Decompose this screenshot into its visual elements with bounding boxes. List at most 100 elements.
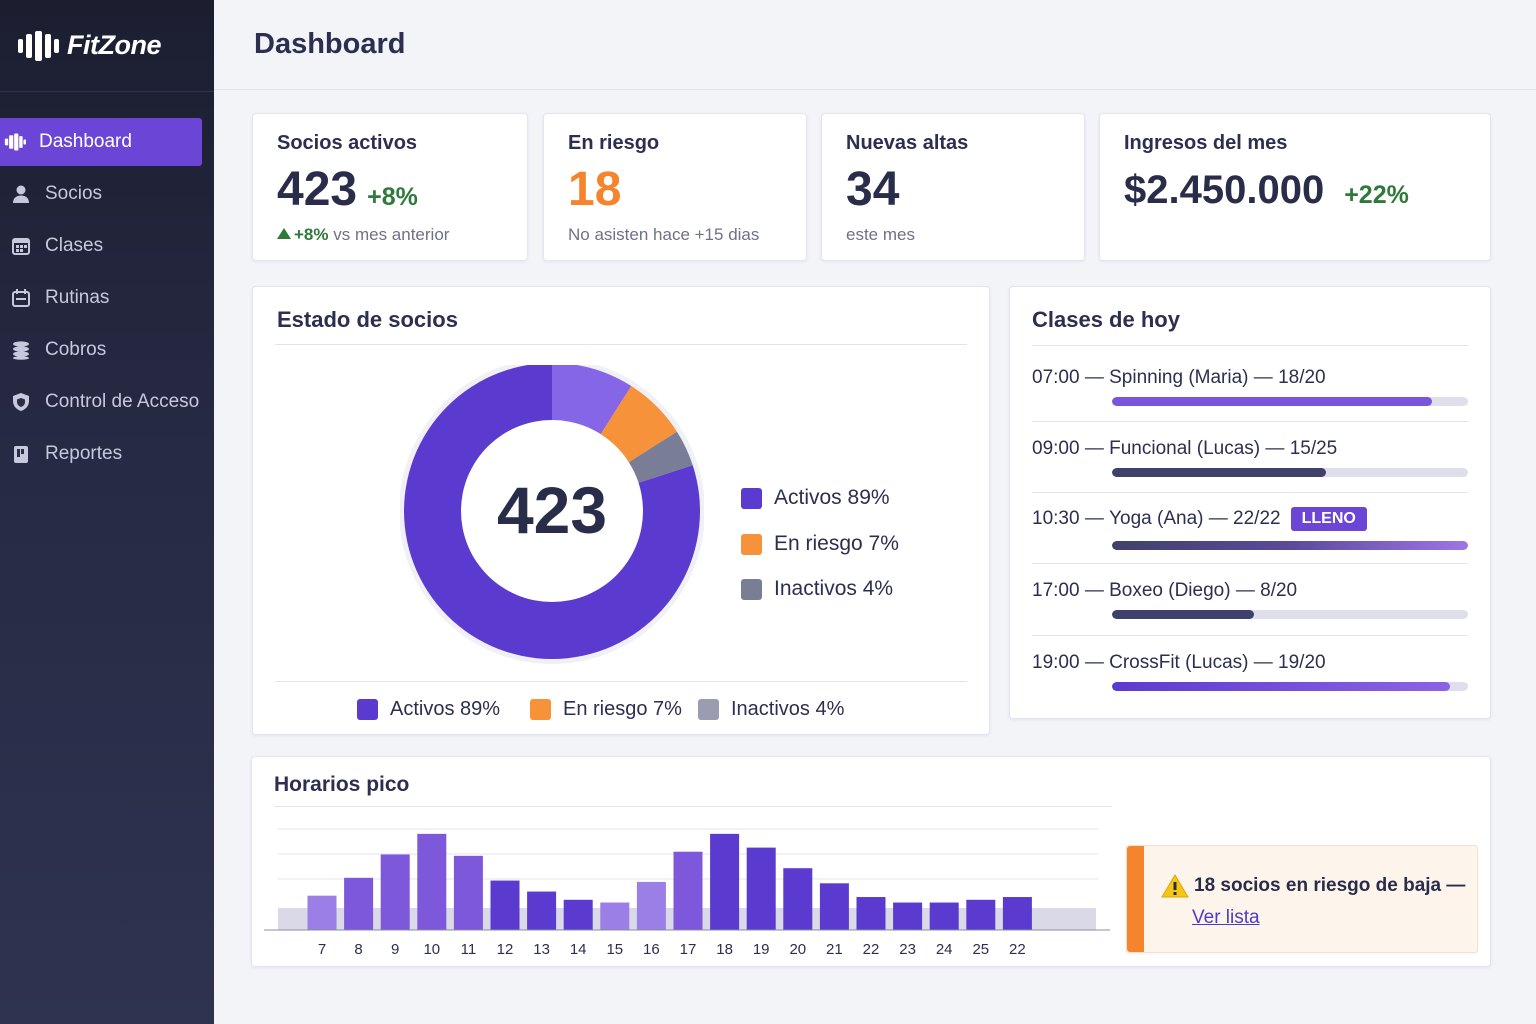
x-tick-label: 7 (318, 941, 326, 958)
app-logo[interactable]: FitZone (0, 0, 214, 92)
kpi-label: Socios activos (277, 132, 418, 154)
risk-alert: 18 socios en riesgo de baja — Ver lista (1126, 845, 1478, 953)
x-tick-label: 16 (643, 941, 660, 958)
class-row[interactable]: 17:00 — Boxeo (Diego) — 8/20 (1032, 580, 1468, 619)
class-row[interactable]: 07:00 — Spinning (Maria) — 18/20 (1032, 367, 1468, 406)
divider (1032, 635, 1468, 636)
card-title: Estado de socios (277, 307, 458, 332)
bar-23-16 (893, 902, 923, 930)
class-row[interactable]: 19:00 — CrossFit (Lucas) — 19/20 (1032, 652, 1468, 691)
bar-22-15 (856, 897, 886, 930)
sidebar-item-dashboard[interactable]: Dashboard (0, 118, 202, 166)
sidebar-item-label: Reportes (45, 443, 123, 464)
class-time: 07:00 (1032, 367, 1080, 388)
kpi-label: Ingresos del mes (1124, 132, 1288, 154)
dumbbell-logo-icon (18, 30, 59, 61)
occupancy-fill (1112, 541, 1468, 550)
class-row[interactable]: 09:00 — Funcional (Lucas) — 15/25 (1032, 438, 1468, 477)
sidebar-item-label: Control de Acceso (45, 391, 200, 412)
bar-22-19 (1002, 897, 1032, 930)
kpi-value: 18 (568, 163, 622, 216)
class-count: 18/20 (1278, 367, 1326, 388)
legend-swatch (741, 487, 762, 509)
occupancy-fill (1112, 610, 1255, 619)
ver-lista-link[interactable]: Ver lista (1192, 907, 1260, 928)
sidebar-item-cobros[interactable]: Cobros (0, 326, 214, 374)
class-time: 10:30 (1032, 508, 1080, 529)
clipboard-icon (10, 287, 32, 309)
bar-24-17 (929, 902, 959, 930)
legend-label: En riesgo 7% (563, 698, 682, 720)
sidebar-item-rutinas[interactable]: Rutinas (0, 274, 214, 322)
legend-swatch (530, 699, 551, 720)
sidebar-item-clases[interactable]: Clases (0, 222, 214, 270)
legend-inactivos: Inactivos 4% (741, 577, 893, 601)
kpi-nuevas-altas[interactable]: Nuevas altas 34 este mes (821, 113, 1085, 261)
bar-19-12 (746, 847, 776, 930)
class-count: 15/25 (1289, 438, 1338, 459)
bar-8-1 (344, 877, 374, 930)
bar-7-0 (307, 895, 337, 930)
warning-icon (1161, 874, 1189, 898)
sidebar-item-socios[interactable]: Socios (0, 170, 214, 218)
occupancy-bar (1112, 397, 1468, 406)
donut-center-value: 423 (497, 473, 607, 547)
class-count: 22/22 (1233, 508, 1281, 529)
class-name: CrossFit (Lucas) (1109, 652, 1249, 673)
bar-9-2 (380, 854, 410, 930)
sidebar-item-label: Rutinas (45, 287, 110, 308)
x-tick-label: 20 (789, 941, 806, 958)
bar-17-10 (673, 851, 703, 930)
x-tick-label: 15 (606, 941, 623, 958)
occupancy-bar (1112, 541, 1468, 550)
x-tick-label: 18 (716, 941, 733, 958)
occupancy-fill (1112, 682, 1451, 691)
x-tick-label: 14 (570, 941, 587, 958)
x-tick-label: 21 (826, 941, 843, 958)
class-count: 19/20 (1278, 652, 1326, 673)
sidebar-item-control-acceso[interactable]: Control de Acceso (0, 378, 214, 426)
kpi-ingresos-mes[interactable]: Ingresos del mes $2.450.000 +22% (1099, 113, 1491, 261)
occupancy-bar (1112, 610, 1468, 619)
class-name: Funcional (Lucas) (1109, 438, 1261, 459)
kpi-sub-delta: +8% (294, 225, 329, 244)
bar-21-14 (819, 883, 849, 930)
x-tick-label: 9 (391, 941, 399, 958)
legend-label: Inactivos 4% (774, 577, 894, 600)
x-tick-label: 23 (899, 941, 916, 958)
class-time: 17:00 (1032, 580, 1080, 601)
legend-bottom-inactivos: Inactivos 4% (698, 698, 844, 721)
class-name: Yoga (Ana) (1109, 508, 1204, 529)
x-tick-label: 17 (680, 941, 697, 958)
kpi-en-riesgo[interactable]: En riesgo 18 No asisten hace +15 dias (543, 113, 807, 261)
legend-activos: Activos 89% (741, 486, 890, 510)
class-time: 09:00 (1032, 438, 1080, 459)
legend-label: Activos 89% (390, 698, 501, 720)
report-icon (10, 443, 32, 465)
kpi-socios-activos[interactable]: Socios activos 423 +8% +8% vs mes anteri… (252, 113, 528, 261)
sidebar-item-reportes[interactable]: Reportes (0, 430, 214, 478)
x-tick-label: 25 (972, 941, 989, 958)
legend-swatch (357, 699, 378, 720)
user-icon (10, 183, 32, 205)
kpi-delta: +22% (1344, 181, 1409, 209)
kpi-sub-text: No asisten hace +15 dias (568, 225, 760, 244)
page-header: Dashboard (214, 0, 1536, 90)
horarios-bar-chart: 7 8 9 10 11 12 13 14 15 16 17 18 19 20 21 22 23 24 25 22 (264, 828, 1110, 958)
class-name: Boxeo (Diego) (1109, 580, 1231, 601)
bar-16-9 (636, 881, 666, 930)
divider (275, 681, 967, 682)
class-name: Spinning (Maria) (1109, 367, 1249, 388)
class-time: 19:00 (1032, 652, 1080, 673)
occupancy-fill (1112, 397, 1433, 406)
legend-en-riesgo: En riesgo 7% (741, 532, 899, 556)
estado-socios-card: Estado de socios 423 Activos 89% En ries… (252, 286, 990, 735)
x-tick-label: 24 (936, 941, 953, 958)
x-tick-label: 19 (753, 941, 770, 958)
app-name: FitZone (67, 30, 161, 60)
kpi-sub-text: este mes (846, 225, 915, 244)
class-row[interactable]: 10:30 — Yoga (Ana) — 22/22 LLENO (1032, 507, 1468, 550)
bar-13-6 (527, 891, 557, 930)
occupancy-bar (1112, 468, 1468, 477)
sidebar-item-label: Clases (45, 235, 104, 256)
